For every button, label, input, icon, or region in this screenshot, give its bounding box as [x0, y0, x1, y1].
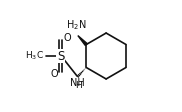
Text: NH: NH [70, 78, 84, 88]
Text: $\mathregular{H_2N}$: $\mathregular{H_2N}$ [66, 18, 87, 32]
Polygon shape [78, 36, 87, 45]
Text: O: O [50, 69, 58, 80]
Text: S: S [57, 50, 64, 62]
Text: O: O [64, 32, 71, 43]
Text: H: H [76, 81, 82, 90]
Text: $\mathregular{H_3C}$: $\mathregular{H_3C}$ [25, 50, 44, 62]
